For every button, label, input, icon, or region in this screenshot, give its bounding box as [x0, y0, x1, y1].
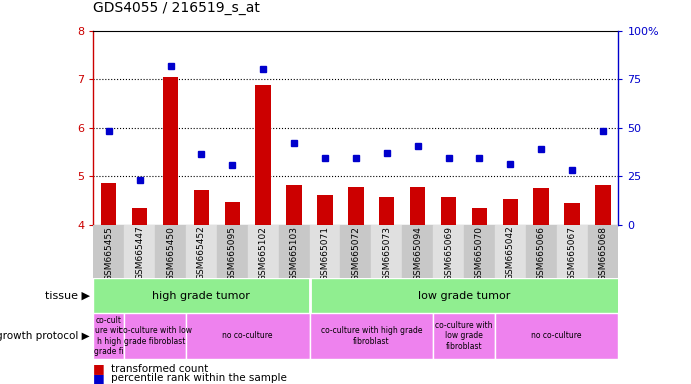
Bar: [124, 225, 155, 278]
Bar: [433, 313, 495, 359]
Text: co-cult
ure wit
h high
grade fi: co-cult ure wit h high grade fi: [94, 316, 124, 356]
Bar: [595, 185, 611, 225]
Text: no co-culture: no co-culture: [531, 331, 582, 341]
Text: GSM665072: GSM665072: [351, 226, 361, 281]
Bar: [155, 225, 186, 278]
Bar: [433, 225, 464, 278]
Bar: [186, 313, 310, 359]
Text: GSM665452: GSM665452: [197, 226, 206, 280]
Text: co-culture with high grade
fibroblast: co-culture with high grade fibroblast: [321, 326, 422, 346]
Text: GSM665070: GSM665070: [475, 226, 484, 281]
Bar: [526, 225, 557, 278]
Bar: [557, 225, 587, 278]
Text: GSM665067: GSM665067: [567, 226, 576, 281]
Text: GSM665447: GSM665447: [135, 226, 144, 280]
Bar: [101, 184, 117, 225]
Bar: [441, 197, 456, 225]
Bar: [310, 278, 634, 313]
Bar: [124, 313, 186, 359]
Bar: [93, 313, 124, 359]
Bar: [310, 225, 341, 278]
Text: transformed count: transformed count: [111, 364, 208, 374]
Text: GSM665066: GSM665066: [537, 226, 546, 281]
Bar: [310, 313, 433, 359]
Text: tissue ▶: tissue ▶: [45, 291, 90, 301]
Bar: [217, 225, 248, 278]
Bar: [278, 225, 310, 278]
Bar: [502, 199, 518, 225]
Bar: [371, 225, 402, 278]
Bar: [163, 77, 178, 225]
Text: low grade tumor: low grade tumor: [418, 291, 510, 301]
Text: ■: ■: [93, 362, 105, 375]
Bar: [464, 225, 495, 278]
Bar: [286, 185, 302, 225]
Text: co-culture with low
grade fibroblast: co-culture with low grade fibroblast: [119, 326, 191, 346]
Bar: [256, 85, 271, 225]
Text: ■: ■: [93, 372, 105, 384]
Text: GSM665094: GSM665094: [413, 226, 422, 281]
Bar: [495, 313, 618, 359]
Text: GSM665450: GSM665450: [166, 226, 175, 281]
Bar: [402, 225, 433, 278]
Bar: [248, 225, 278, 278]
Bar: [565, 203, 580, 225]
Text: GDS4055 / 216519_s_at: GDS4055 / 216519_s_at: [93, 2, 260, 15]
Bar: [472, 208, 487, 225]
Bar: [495, 225, 526, 278]
Text: high grade tumor: high grade tumor: [153, 291, 250, 301]
Text: GSM665103: GSM665103: [290, 226, 299, 281]
Bar: [341, 225, 371, 278]
Text: no co-culture: no co-culture: [223, 331, 273, 341]
Text: GSM665102: GSM665102: [258, 226, 267, 281]
Bar: [410, 187, 426, 225]
Bar: [379, 197, 395, 225]
Bar: [186, 225, 217, 278]
Text: GSM665073: GSM665073: [382, 226, 391, 281]
Bar: [348, 187, 363, 225]
Text: co-culture with
low grade
fibroblast: co-culture with low grade fibroblast: [435, 321, 493, 351]
Bar: [587, 225, 618, 278]
Bar: [317, 195, 332, 225]
Bar: [93, 278, 310, 313]
Text: GSM665042: GSM665042: [506, 226, 515, 280]
Text: GSM665455: GSM665455: [104, 226, 113, 281]
Bar: [193, 190, 209, 225]
Bar: [93, 225, 124, 278]
Bar: [533, 188, 549, 225]
Text: GSM665069: GSM665069: [444, 226, 453, 281]
Text: growth protocol ▶: growth protocol ▶: [0, 331, 90, 341]
Text: GSM665095: GSM665095: [228, 226, 237, 281]
Bar: [225, 202, 240, 225]
Bar: [132, 208, 147, 225]
Text: GSM665071: GSM665071: [321, 226, 330, 281]
Text: percentile rank within the sample: percentile rank within the sample: [111, 373, 287, 383]
Text: GSM665068: GSM665068: [598, 226, 607, 281]
